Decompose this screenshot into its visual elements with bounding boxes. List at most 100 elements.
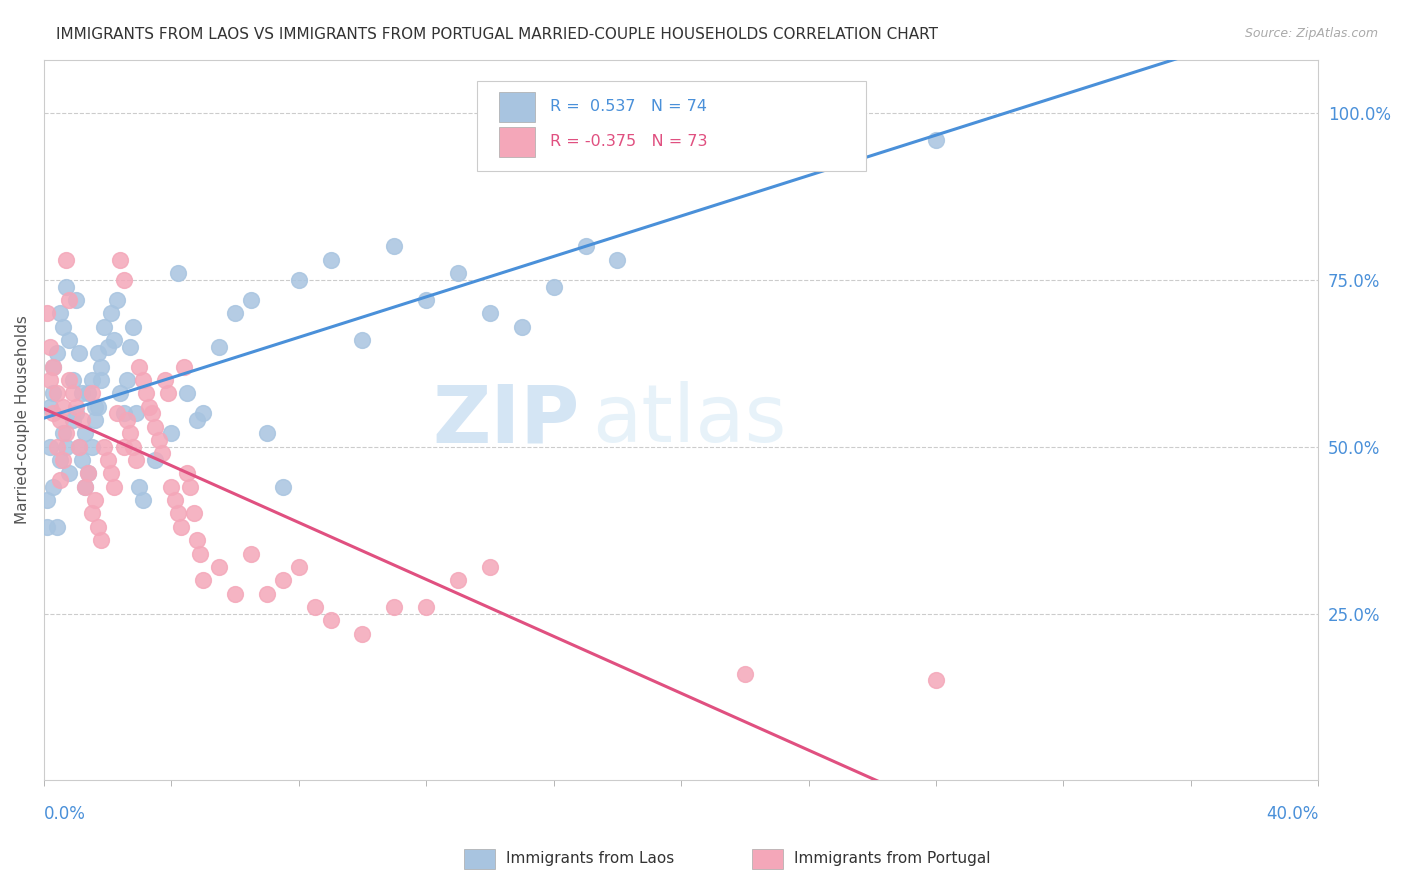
Point: [52, 400, 75, 414]
Point: [319, 613, 342, 627]
Point: [510, 319, 533, 334]
Point: [83, 493, 105, 508]
Point: [58, 333, 80, 347]
Point: [105, 406, 128, 420]
Point: [447, 266, 470, 280]
Point: [97, 453, 120, 467]
Point: [118, 340, 141, 354]
Point: [118, 426, 141, 441]
Point: [224, 586, 246, 600]
Point: [75, 480, 97, 494]
Bar: [499, 92, 534, 122]
Text: 0.0%: 0.0%: [44, 805, 86, 823]
Point: [271, 480, 294, 494]
Point: [128, 359, 150, 374]
Text: IMMIGRANTS FROM LAOS VS IMMIGRANTS FROM PORTUGAL MARRIED-COUPLE HOUSEHOLDS CORRE: IMMIGRANTS FROM LAOS VS IMMIGRANTS FROM …: [56, 27, 938, 42]
Point: [52, 453, 75, 467]
Point: [193, 406, 215, 420]
Point: [39, 400, 62, 414]
Point: [103, 333, 125, 347]
Point: [188, 547, 211, 561]
Point: [138, 400, 160, 414]
Point: [55, 279, 77, 293]
Point: [42, 406, 65, 420]
Point: [112, 440, 135, 454]
Point: [128, 480, 150, 494]
Point: [62, 373, 84, 387]
Text: 40.0%: 40.0%: [1265, 805, 1319, 823]
Point: [49, 306, 72, 320]
Point: [166, 266, 188, 280]
Point: [65, 406, 87, 420]
Point: [150, 446, 173, 460]
Point: [163, 493, 186, 508]
Point: [77, 386, 100, 401]
Point: [122, 440, 145, 454]
Point: [110, 252, 132, 267]
Point: [42, 386, 65, 401]
Point: [93, 319, 115, 334]
Point: [734, 666, 756, 681]
Point: [83, 400, 105, 414]
Point: [75, 480, 97, 494]
Point: [352, 626, 374, 640]
Point: [80, 373, 103, 387]
Point: [80, 386, 103, 401]
Point: [256, 426, 278, 441]
Point: [65, 293, 87, 307]
Point: [352, 333, 374, 347]
Point: [166, 507, 188, 521]
Point: [100, 467, 122, 481]
Point: [271, 573, 294, 587]
Text: atlas: atlas: [592, 381, 786, 459]
Point: [90, 373, 112, 387]
Point: [193, 573, 215, 587]
Point: [208, 340, 231, 354]
Point: [55, 252, 77, 267]
Point: [39, 440, 62, 454]
Text: Source: ZipAtlas.com: Source: ZipAtlas.com: [1244, 27, 1378, 40]
Point: [153, 373, 176, 387]
Point: [447, 573, 470, 587]
Point: [55, 426, 77, 441]
Point: [42, 480, 65, 494]
Point: [87, 346, 110, 360]
Point: [55, 440, 77, 454]
Point: [70, 453, 93, 467]
Text: R = -0.375   N = 73: R = -0.375 N = 73: [550, 134, 707, 149]
Point: [256, 586, 278, 600]
Point: [65, 400, 87, 414]
Point: [141, 406, 163, 420]
FancyBboxPatch shape: [477, 81, 866, 171]
Point: [90, 533, 112, 548]
Point: [70, 413, 93, 427]
Point: [135, 386, 157, 401]
Text: Immigrants from Portugal: Immigrants from Portugal: [794, 851, 991, 865]
Point: [319, 252, 342, 267]
Point: [87, 400, 110, 414]
Point: [669, 106, 692, 120]
Y-axis label: Married-couple Households: Married-couple Households: [15, 316, 30, 524]
Point: [145, 453, 167, 467]
Point: [122, 319, 145, 334]
Point: [58, 293, 80, 307]
Point: [90, 359, 112, 374]
Point: [287, 273, 309, 287]
Point: [49, 473, 72, 487]
Point: [112, 273, 135, 287]
Point: [58, 373, 80, 387]
Point: [42, 359, 65, 374]
Point: [183, 507, 205, 521]
Point: [80, 440, 103, 454]
Point: [83, 413, 105, 427]
Point: [925, 133, 948, 147]
Point: [125, 406, 148, 420]
Point: [173, 359, 195, 374]
Point: [176, 467, 198, 481]
Point: [240, 547, 263, 561]
Point: [105, 293, 128, 307]
Point: [478, 560, 501, 574]
Point: [925, 673, 948, 688]
Point: [45, 346, 67, 360]
Point: [382, 599, 405, 614]
